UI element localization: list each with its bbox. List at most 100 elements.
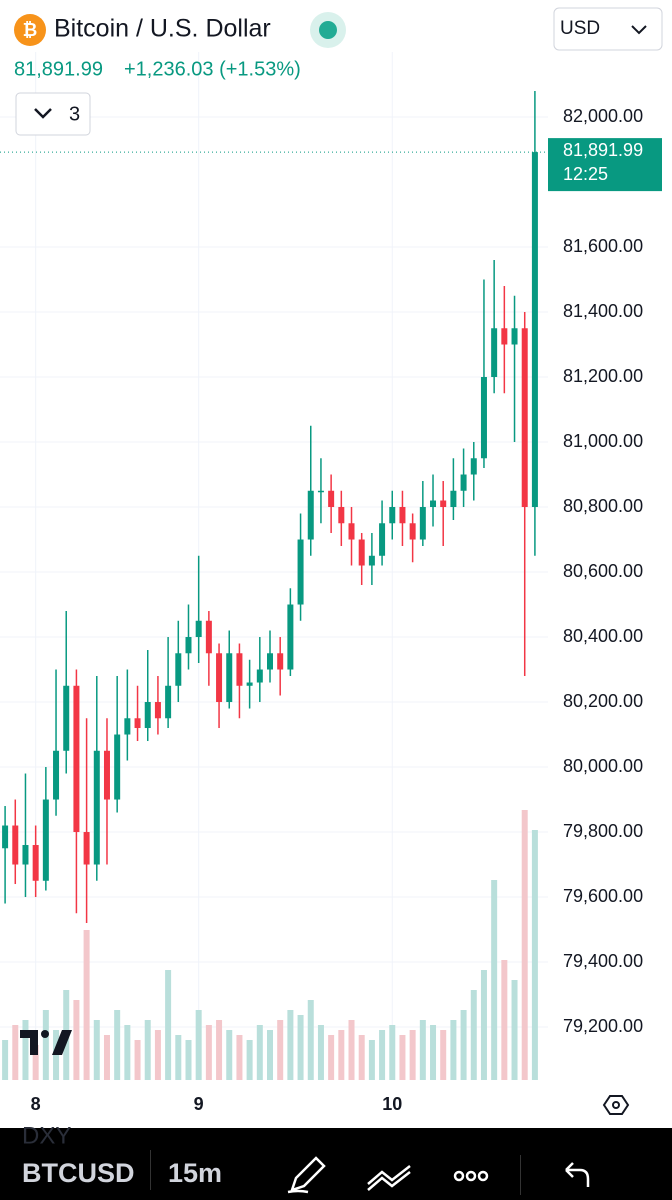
- candle-body: [399, 507, 406, 524]
- candle-body: [256, 669, 263, 683]
- candle-body: [12, 825, 19, 865]
- dropdown-arrow: [631, 25, 647, 35]
- y-tick-label: 80,000.00: [563, 756, 643, 776]
- toolbar-interval[interactable]: 15m: [168, 1158, 222, 1188]
- trend-icon[interactable]: [367, 1165, 411, 1191]
- volume-bar: [277, 1020, 284, 1080]
- last-price-box: [548, 138, 662, 192]
- candle-body: [348, 523, 355, 540]
- price-change: +1,236.03 (+1.53%): [124, 58, 301, 80]
- volume-bar: [83, 930, 90, 1080]
- volume-bar: [2, 1040, 9, 1080]
- candle-body: [440, 500, 447, 508]
- candle-body: [154, 702, 161, 719]
- plot: [0, 52, 548, 1080]
- divider: [520, 1155, 521, 1195]
- volume-bar: [175, 1035, 182, 1080]
- currency-select[interactable]: [553, 7, 663, 51]
- volume-bar: [368, 1040, 375, 1080]
- candle-body: [236, 653, 243, 686]
- candle-body: [480, 377, 487, 459]
- last-price-time: 12:25: [563, 164, 608, 184]
- volume-bar: [246, 1040, 253, 1080]
- candle-body: [103, 750, 110, 800]
- more-icon[interactable]: [453, 1170, 489, 1182]
- candle-body: [389, 507, 396, 524]
- indicator-toggle[interactable]: [15, 92, 91, 136]
- btc-icon: [14, 14, 46, 46]
- candle-body: [277, 653, 284, 670]
- toolbar: [0, 1128, 672, 1200]
- volume-bar: [32, 1045, 39, 1080]
- candle-body: [511, 328, 518, 345]
- draw-icon[interactable]: [287, 1156, 326, 1194]
- volume-bar: [307, 1000, 314, 1080]
- volume-bar: [450, 1020, 457, 1080]
- candle-body: [491, 328, 498, 378]
- candle-body: [83, 832, 90, 865]
- volume-bar: [103, 1035, 110, 1080]
- volume-bar: [144, 1020, 151, 1080]
- volume-bar: [470, 990, 477, 1080]
- undo-icon[interactable]: [565, 1162, 590, 1187]
- y-tick-label: 79,200.00: [563, 1016, 643, 1036]
- y-tick-label: 81,200.00: [563, 366, 643, 386]
- x-tick-label: 10: [382, 1094, 402, 1114]
- candle-body: [368, 555, 375, 566]
- candle-body: [73, 685, 80, 833]
- candle-body: [379, 523, 386, 556]
- toolbar-symbol[interactable]: BTCUSD: [22, 1158, 135, 1188]
- candle-body: [430, 500, 437, 508]
- volume-bar: [430, 1025, 437, 1080]
- candle-body: [195, 620, 202, 638]
- volume-bar: [134, 1040, 141, 1080]
- candle-body: [93, 750, 100, 865]
- candle-body: [419, 507, 426, 540]
- divider: [150, 1150, 151, 1190]
- x-tick-label: 8: [31, 1094, 41, 1114]
- volume-bar: [205, 1025, 212, 1080]
- candle-body: [409, 523, 416, 540]
- volume-bar: [73, 1000, 80, 1080]
- volume-bar: [93, 1020, 100, 1080]
- volume-bar: [256, 1025, 263, 1080]
- volume-bar: [379, 1030, 386, 1080]
- dot: [465, 1170, 477, 1182]
- candle-body: [521, 328, 528, 508]
- candle-body: [450, 490, 457, 508]
- volume-bar: [348, 1020, 355, 1080]
- candle-body: [216, 653, 223, 703]
- candle-body: [42, 799, 49, 881]
- candle-body: [338, 507, 345, 524]
- volume-bar: [114, 1010, 121, 1080]
- volume-bar: [501, 960, 508, 1080]
- candle-body: [114, 734, 121, 800]
- volume-bar: [409, 1030, 416, 1080]
- toggle-arrow: [34, 108, 52, 119]
- candle-body: [328, 490, 335, 508]
- candle-body: [185, 637, 192, 654]
- y-tick-label: 81,000.00: [563, 431, 643, 451]
- candle-body: [175, 653, 182, 686]
- candle-body: [226, 653, 233, 703]
- y-tick-label: 80,400.00: [563, 626, 643, 646]
- y-tick-label: 79,800.00: [563, 821, 643, 841]
- last-price: 81,891.99: [14, 58, 103, 80]
- volume-bar: [460, 1010, 467, 1080]
- candle-body: [22, 845, 29, 865]
- volume-bar: [317, 1025, 324, 1080]
- header-bg: [0, 0, 548, 52]
- y-tick-label: 80,200.00: [563, 691, 643, 711]
- tv-logo: [20, 1030, 72, 1055]
- candle-body: [501, 328, 508, 345]
- volume-bar: [389, 1025, 396, 1080]
- y-tick-label: 79,600.00: [563, 886, 643, 906]
- y-tick-label: 80,800.00: [563, 496, 643, 516]
- candle-body: [246, 682, 253, 686]
- volume-bar: [297, 1015, 304, 1080]
- currency-label: USD: [560, 18, 600, 39]
- candle-body: [63, 685, 70, 751]
- settings-icon[interactable]: [602, 1095, 630, 1115]
